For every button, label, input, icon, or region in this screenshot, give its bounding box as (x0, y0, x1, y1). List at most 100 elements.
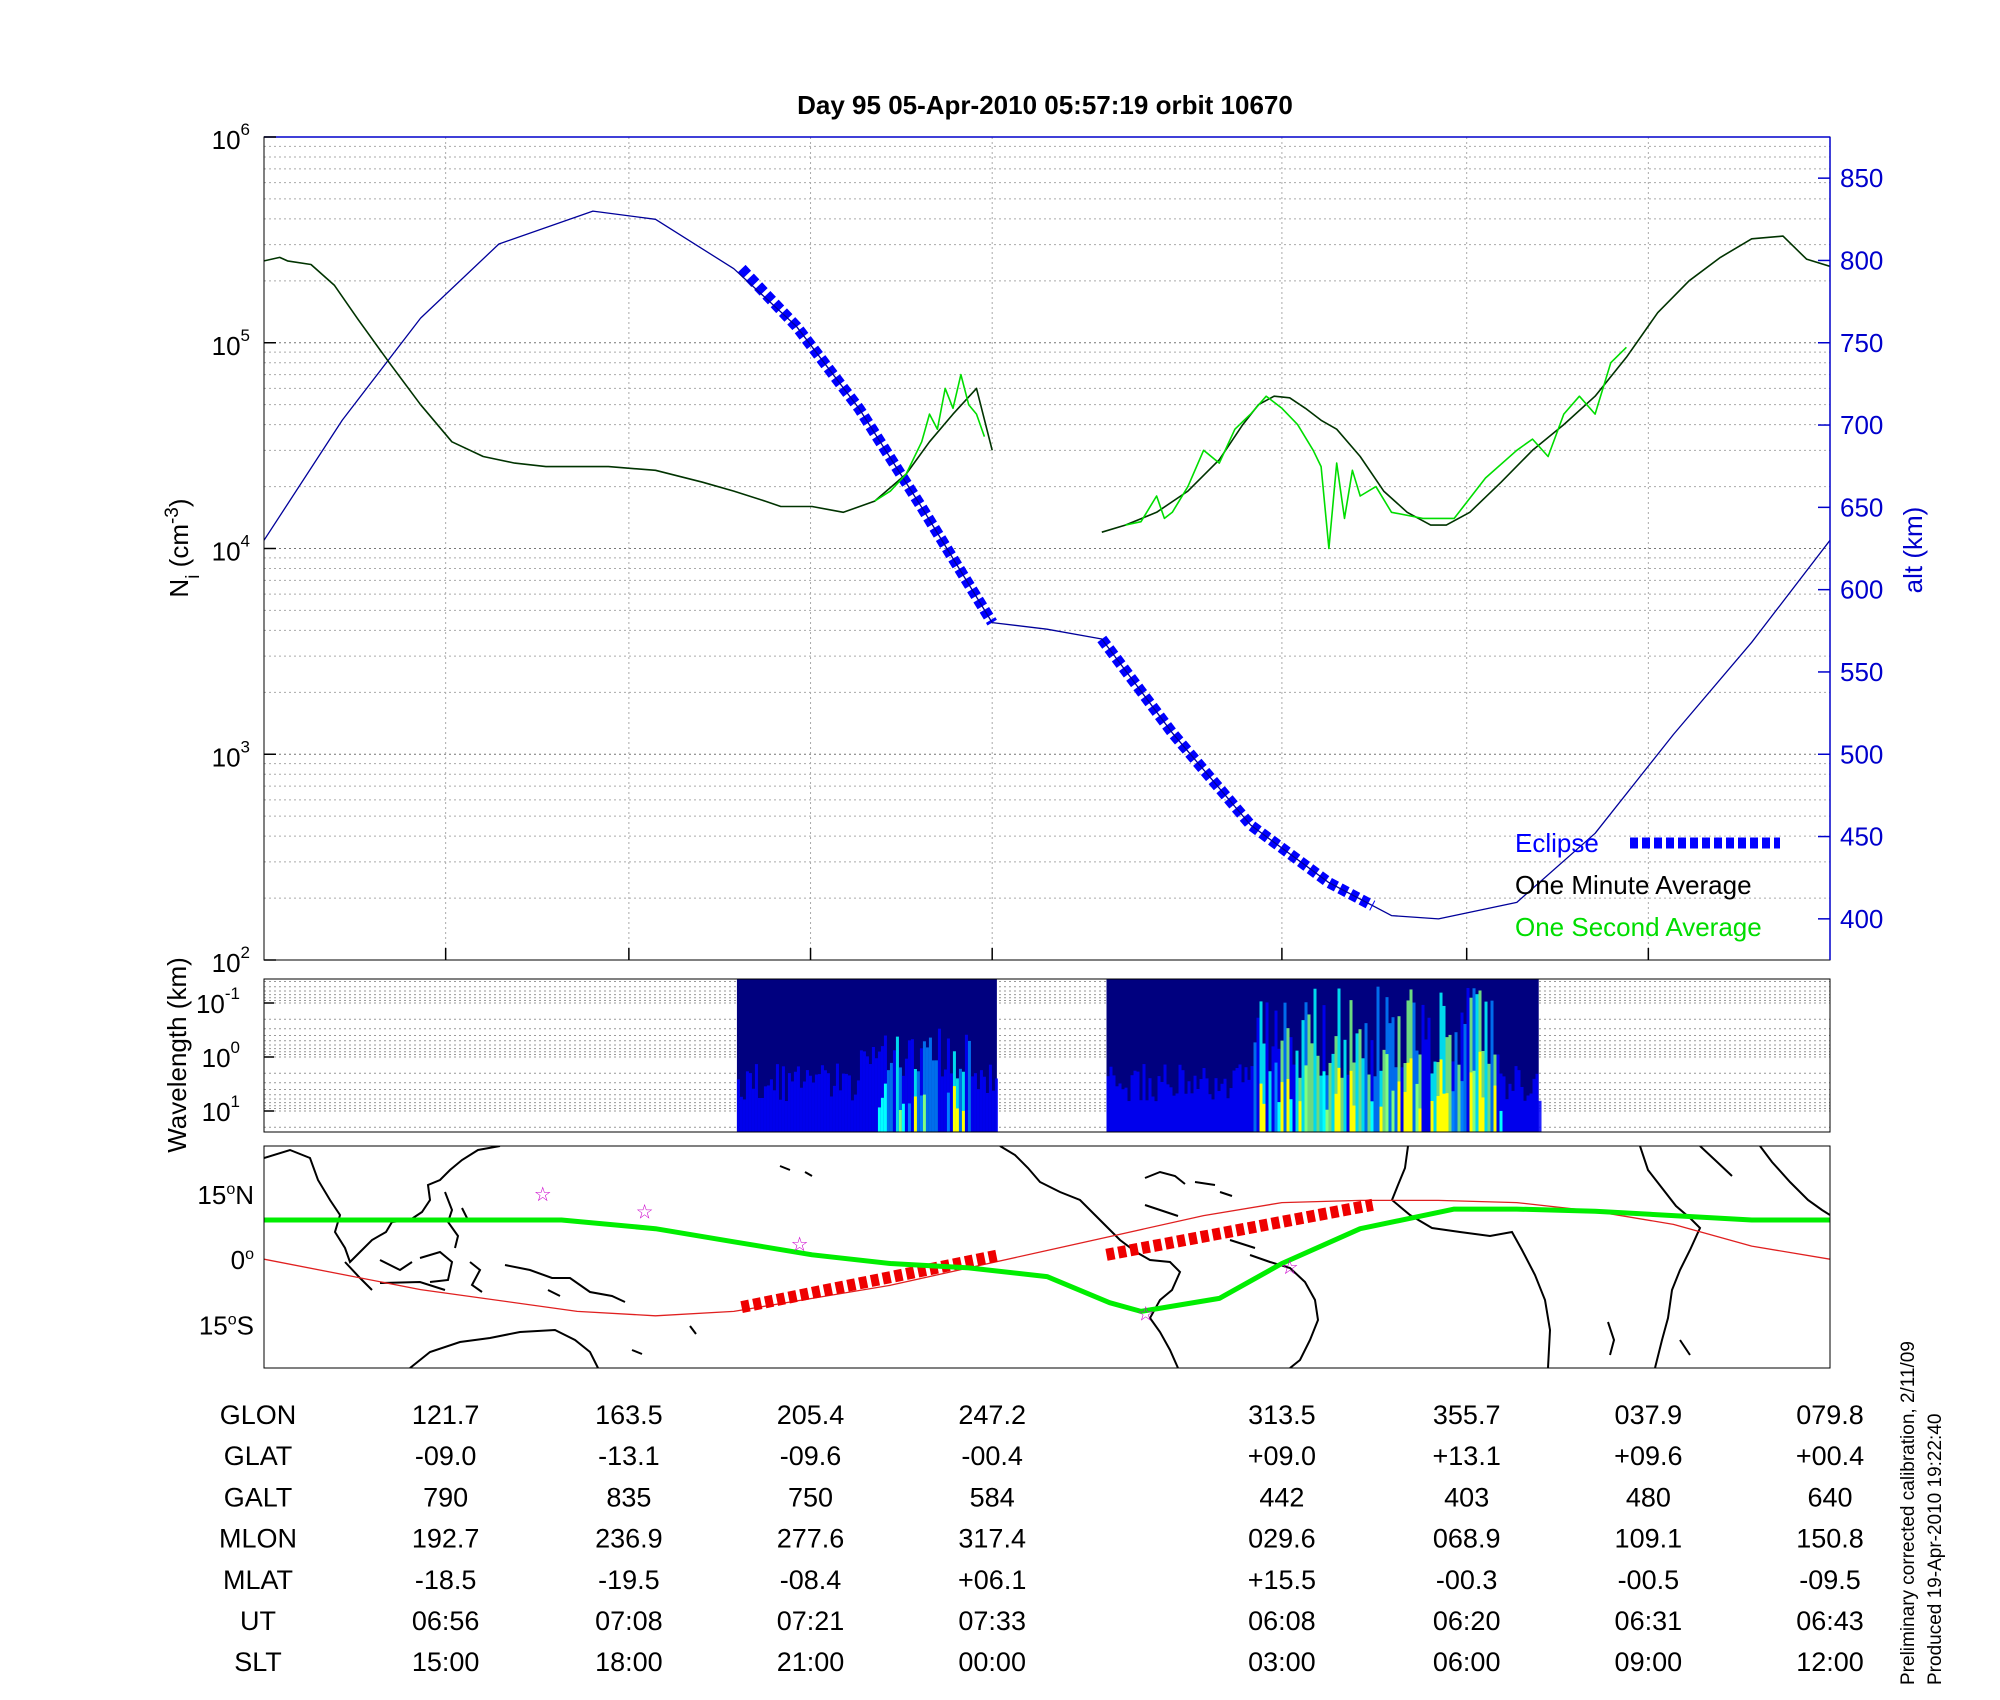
spectrogram-cell (772, 1090, 776, 1132)
spectrogram-cell (1325, 1075, 1329, 1132)
legend: Eclipse One Minute Average One Second Av… (1515, 828, 1780, 942)
one-second-average-line (874, 373, 986, 502)
spectrogram-cell (808, 1075, 812, 1132)
spectrogram-cell (1163, 1064, 1167, 1132)
spectrogram-cell (1502, 1076, 1506, 1132)
density-y-tick-label: 104 (212, 532, 250, 567)
table-cell: -09.0 (415, 1441, 477, 1471)
table-cell: 480 (1626, 1482, 1671, 1512)
spectrogram-cell (1433, 1061, 1437, 1132)
coastline-india (1759, 1146, 1830, 1216)
spectrogram-cell (1391, 1090, 1395, 1132)
spectrogram-cell (766, 1085, 770, 1132)
spectrogram-cell (742, 1099, 746, 1132)
spectrogram-cell (1247, 1079, 1251, 1132)
spectrogram-cell (847, 1075, 851, 1132)
table-cell: 835 (606, 1482, 651, 1512)
spectrogram-cell (751, 1088, 755, 1132)
table-cell: 640 (1807, 1482, 1852, 1512)
map-frame (263, 1145, 1831, 1369)
spectrogram-cell (1139, 1100, 1143, 1132)
spectrogram-cell (979, 1070, 983, 1132)
spectrogram-cell (1160, 1081, 1164, 1132)
altitude-y-tick-label: 400 (1840, 904, 1883, 934)
spectrogram-cell (1256, 1017, 1260, 1132)
spectrogram-cell (1358, 1029, 1362, 1132)
altitude-y-tick-label: 500 (1840, 739, 1883, 769)
table-row-label: SLT (234, 1647, 282, 1677)
spectrogram-cell (907, 1040, 911, 1132)
spectrogram-cell (901, 1103, 905, 1132)
spectrogram-cell (922, 1094, 926, 1132)
spectrogram-cell (787, 1073, 791, 1132)
spectrogram-cell (1274, 1062, 1278, 1132)
table-cell: 07:21 (777, 1606, 845, 1636)
spectrogram-cell (1466, 987, 1470, 1132)
spectrogram-cell (934, 1060, 938, 1132)
table-cell: +06.1 (958, 1565, 1026, 1595)
spectrogram-cell (967, 1040, 971, 1132)
coastline-africa-east (1639, 1146, 1702, 1368)
spectrogram-cell (898, 1067, 902, 1132)
star-marker: ☆ (791, 1234, 809, 1256)
alt-line (264, 210, 1830, 920)
coastline-africa (1390, 1146, 1552, 1368)
spectrogram-y-tick-label: 101 (202, 1092, 240, 1127)
spectrogram-cell (958, 1068, 962, 1132)
spectrogram-cell (1517, 1070, 1521, 1132)
table-cell: 236.9 (595, 1524, 663, 1554)
spectrogram-cell (892, 1050, 896, 1132)
table-cell: 037.9 (1615, 1400, 1683, 1430)
spectrogram-cell (1478, 1051, 1482, 1132)
table-cell: 277.6 (777, 1524, 845, 1554)
table-cell: 163.5 (595, 1400, 663, 1430)
table-cell: 03:00 (1248, 1647, 1316, 1677)
spectrogram-cell (1349, 1000, 1353, 1132)
legend-eclipse-label: Eclipse (1515, 828, 1599, 858)
altitude-y-tick-label: 600 (1840, 575, 1883, 605)
spectrogram-cell (754, 1064, 758, 1132)
spectrogram-cell (994, 1078, 998, 1132)
coastline-madagascar (1607, 1321, 1691, 1356)
spectrogram-cell (1154, 1101, 1158, 1132)
spectrogram-cell (1187, 1081, 1191, 1132)
map-lat-label: 0o (231, 1245, 254, 1275)
table-cell: 21:00 (777, 1647, 845, 1677)
spectrogram-cell (928, 1037, 932, 1132)
table-cell: 18:00 (595, 1647, 663, 1677)
spectrogram-cell (1487, 1063, 1491, 1132)
spectrogram-cell (1421, 1004, 1425, 1132)
altitude-ylabel: alt (km) (1898, 507, 1928, 594)
spectrogram-grid (264, 981, 1830, 1128)
spectrogram-cell (895, 1036, 899, 1132)
spectrogram-cell (1304, 1065, 1308, 1132)
spectrogram-cell (781, 1066, 785, 1132)
spectrogram-cell (1523, 1100, 1527, 1132)
spectrogram-cell (1265, 1002, 1269, 1132)
spectrogram-cell (1379, 1070, 1383, 1132)
altitude-y-ticks: 400 450 500 550 600 650 700 750 800 850 (1818, 163, 1883, 934)
star-marker: ☆ (534, 1184, 552, 1206)
spectrogram-cell (1376, 986, 1380, 1132)
spectrogram-cell (1310, 1043, 1314, 1132)
spectrogram-cell (1352, 1062, 1356, 1132)
table-cell: 00:00 (958, 1647, 1026, 1677)
star-marker: ☆ (1281, 1257, 1299, 1279)
spectrogram-cell (805, 1070, 809, 1132)
spectrogram-cell (1418, 1054, 1422, 1132)
spectrogram-cell (943, 1069, 947, 1132)
table-cell: 06:56 (412, 1606, 480, 1636)
figure-title: Day 95 05-Apr-2010 05:57:19 orbit 10670 (797, 90, 1293, 120)
table-cell: 06:20 (1433, 1606, 1501, 1636)
spectrogram-cell (790, 1081, 794, 1132)
table-cell: -13.1 (598, 1441, 660, 1471)
table-cell: -19.5 (598, 1565, 660, 1595)
spectrogram-cell (1343, 1039, 1347, 1132)
spectrogram-cell (814, 1074, 818, 1132)
density-panel: 102 103 104 105 106 400 450 500 550 600 650 700 750… (162, 120, 1929, 978)
spectrogram-cell (904, 1058, 908, 1132)
star-marker: ☆ (1137, 1304, 1155, 1326)
spectrogram-cell (1391, 1017, 1395, 1132)
one-second-average-line (1125, 346, 1627, 550)
spectrogram-cell (1472, 988, 1476, 1132)
